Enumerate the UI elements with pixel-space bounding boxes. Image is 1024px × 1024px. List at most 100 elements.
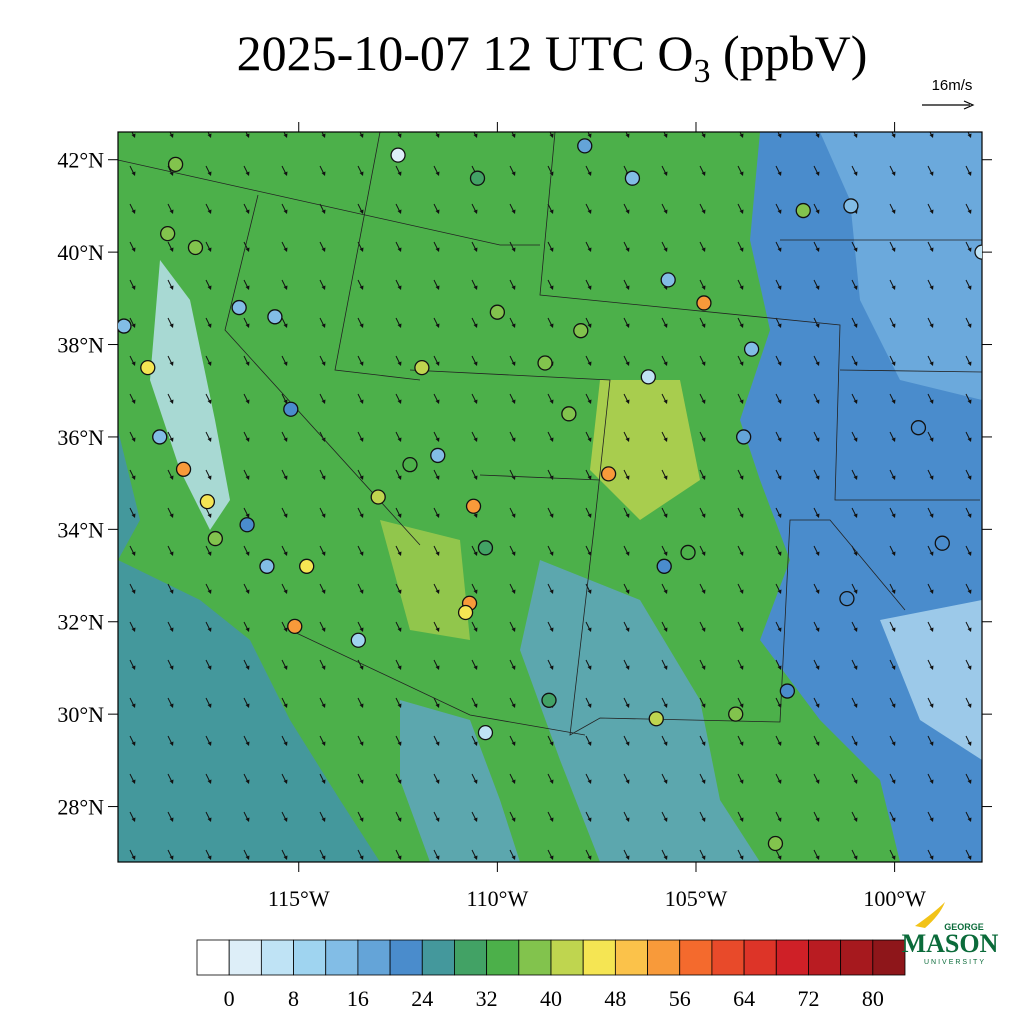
station [207, 530, 223, 547]
station [187, 239, 204, 256]
colorbar-box [357, 939, 391, 976]
station [231, 299, 247, 316]
station [118, 318, 132, 334]
colorbar-box [518, 939, 552, 976]
colorbar-tick-label: 16 [347, 986, 369, 1011]
station [267, 309, 283, 325]
colorbar-box [293, 939, 327, 976]
colorbar-box [421, 939, 455, 976]
station [239, 517, 255, 533]
title-subscript: 3 [694, 53, 711, 90]
logo-swoosh [915, 902, 945, 928]
station [736, 429, 752, 445]
station [779, 683, 796, 699]
vector-reference-arrow [922, 100, 975, 110]
lat-tick-label: 34°N [57, 517, 104, 542]
colorbar-tick-label: 40 [540, 986, 562, 1011]
colorbar-box [260, 939, 294, 976]
station [660, 272, 676, 288]
station [648, 711, 664, 727]
colorbar-box [196, 939, 230, 976]
vector-reference-label: 16m/s [932, 77, 973, 94]
lat-tick-label: 38°N [57, 333, 104, 358]
logo-name: MASON [902, 929, 999, 958]
station [283, 401, 299, 417]
station [477, 724, 494, 741]
station [430, 447, 446, 464]
station [370, 489, 386, 505]
station [414, 359, 430, 376]
station [600, 466, 617, 482]
logo-bottom: UNIVERSITY [924, 959, 986, 966]
station [573, 323, 589, 339]
lat-tick-label: 30°N [57, 702, 104, 727]
station [140, 359, 156, 376]
colorbar-tick-label: 0 [224, 986, 235, 1011]
lon-tick-label: 110°W [466, 886, 528, 911]
station [465, 498, 482, 514]
station [402, 457, 418, 473]
station [577, 138, 593, 154]
station [561, 406, 577, 422]
station [259, 558, 275, 574]
station [390, 147, 406, 163]
colorbar-box [486, 939, 520, 976]
colorbar-box [679, 939, 713, 976]
station [640, 369, 656, 385]
colorbar-box [775, 939, 809, 976]
colorbar-box [454, 939, 488, 976]
station [656, 558, 672, 574]
colorbar-box [550, 939, 584, 976]
station [167, 156, 184, 172]
colorbar-box [389, 939, 423, 976]
map-field [118, 132, 982, 862]
station [299, 558, 315, 574]
colorbar-box [840, 939, 874, 976]
logo-top: GEORGE [944, 922, 984, 932]
colorbar-tick-label: 8 [288, 986, 299, 1011]
station [680, 544, 696, 561]
lat-tick-label: 28°N [57, 795, 104, 820]
station [843, 198, 859, 214]
colorbar-box [872, 939, 906, 976]
lon-tick-label: 105°W [665, 886, 728, 911]
station [175, 461, 192, 477]
lon-tick-label: 115°W [268, 886, 330, 911]
station [767, 835, 784, 852]
map-frame [117, 131, 983, 863]
station [839, 590, 855, 607]
colorbar-box [325, 939, 359, 976]
station [152, 429, 168, 445]
station [537, 355, 553, 371]
stations [118, 138, 982, 852]
station [974, 244, 982, 260]
colorbar-tick-label: 24 [411, 986, 433, 1011]
station [795, 202, 811, 219]
station [489, 304, 506, 320]
colorbar-tick-label: 80 [862, 986, 884, 1011]
colorbar-box [582, 939, 616, 976]
station [934, 535, 950, 551]
lat-tick-label: 40°N [57, 240, 104, 265]
colorbar-box [808, 939, 842, 976]
colorbar-box [647, 939, 681, 976]
station [350, 632, 366, 648]
colorbar-tick-label: 64 [733, 986, 755, 1011]
station [743, 341, 760, 357]
station [160, 225, 176, 242]
lat-tick-label: 36°N [57, 425, 104, 450]
colorbar-tick-label: 72 [797, 986, 819, 1011]
station [457, 604, 474, 621]
station [469, 170, 486, 186]
station [624, 170, 641, 186]
lon-tick-label: 100°W [863, 886, 926, 911]
station [477, 540, 494, 556]
title-suffix: (ppbV) [711, 25, 868, 81]
colorbar-box [711, 939, 745, 976]
station [696, 295, 712, 311]
colorbar-tick-label: 48 [604, 986, 626, 1011]
title-text: 2025-10-07 12 UTC O [237, 25, 694, 81]
title: 2025-10-07 12 UTC O3 (ppbV) [237, 25, 868, 90]
station [199, 493, 216, 510]
